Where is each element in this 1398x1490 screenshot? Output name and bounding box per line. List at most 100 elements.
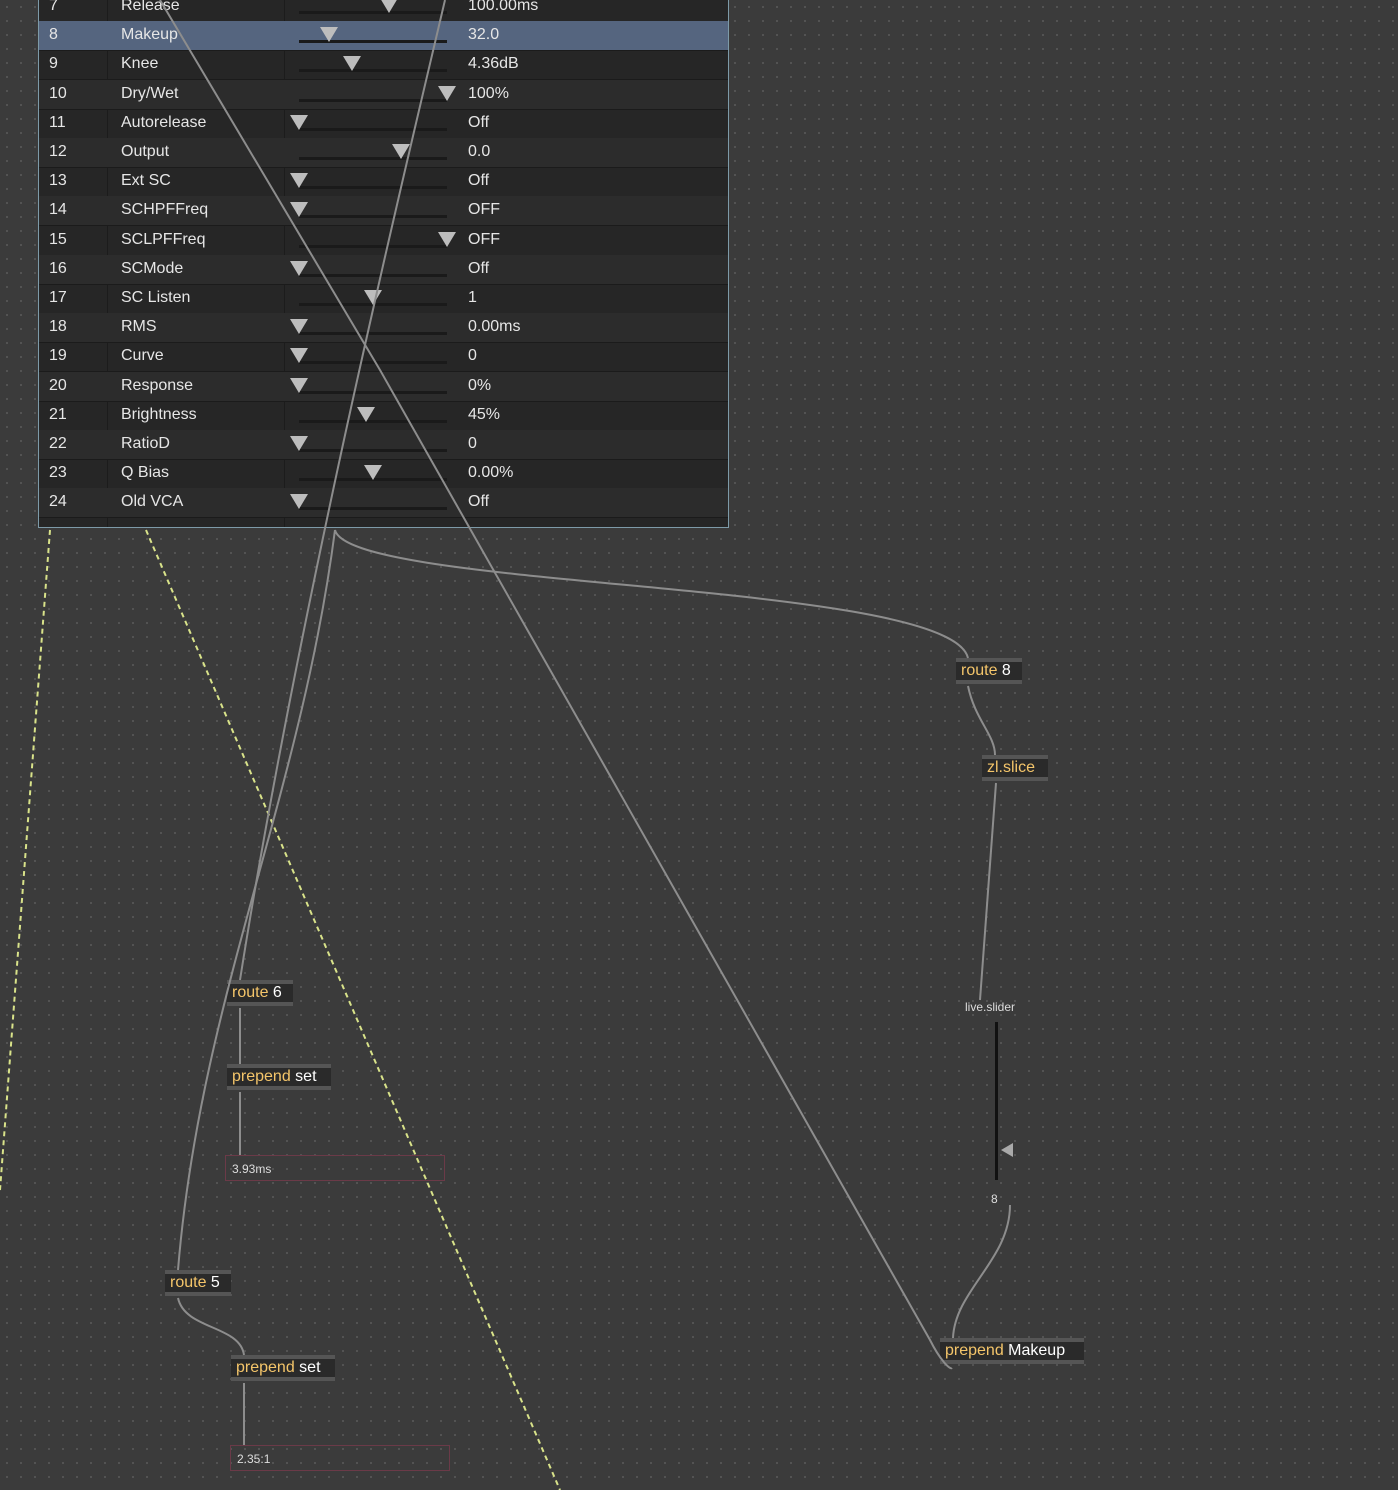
- slider-thumb: [290, 319, 308, 335]
- slider-track: [299, 273, 447, 277]
- object-args: set: [299, 1359, 321, 1376]
- row-number: 13: [49, 172, 67, 190]
- slider-thumb: [392, 144, 411, 159]
- table-row[interactable]: 15 SCLPFFreq OFF: [39, 226, 728, 256]
- slider-track: [299, 507, 447, 511]
- object-name: prepend: [945, 1342, 1004, 1359]
- slider-track: [299, 449, 447, 452]
- slider-track: [299, 98, 447, 102]
- message-box[interactable]: 2.35:1: [230, 1445, 450, 1471]
- slider-thumb: [290, 173, 308, 189]
- table-row[interactable]: 12 Output 0.0: [39, 138, 728, 168]
- row-number: 17: [49, 289, 67, 306]
- message-text: 3.93ms: [232, 1162, 272, 1176]
- param-value: OFF: [468, 230, 500, 248]
- slider-thumb: [290, 114, 308, 130]
- row-number: 10: [49, 84, 67, 102]
- slider-thumb: [290, 202, 308, 218]
- patch-cord: [979, 782, 997, 1001]
- slider-thumb: [290, 436, 308, 451]
- table-row[interactable]: 14 SCHPFFreq OFF: [39, 196, 728, 227]
- table-row[interactable]: 18 RMS 0.00ms: [39, 313, 728, 344]
- object-args: set: [295, 1068, 317, 1085]
- row-number: 12: [49, 143, 67, 160]
- object-box[interactable]: prepend set: [227, 1064, 331, 1090]
- slider-label: live.slider: [965, 1000, 1016, 1014]
- message-text: 2.35:1: [237, 1452, 271, 1466]
- message-box[interactable]: 3.93ms: [225, 1155, 445, 1181]
- patch-cord: [177, 1297, 245, 1356]
- param-value: 1: [468, 289, 477, 306]
- slider-thumb: [438, 231, 456, 247]
- param-value: 0: [468, 435, 477, 452]
- param-name: SCLPFFreq: [121, 230, 206, 248]
- slider-track: [299, 244, 447, 248]
- slider-thumb: [290, 377, 308, 393]
- parameter-table[interactable]: 7 Release 100.00ms 8 Makeup 32.0 9 Knee 4.36dB 10…: [38, 0, 729, 528]
- row-number: 11: [49, 113, 66, 131]
- param-value: 0.00ms: [468, 318, 521, 336]
- table-row[interactable]: 11 Autorelease Off: [39, 109, 728, 139]
- table-row[interactable]: 23 Q Bias 0.00%: [39, 459, 728, 490]
- param-name: Brightness: [121, 405, 197, 423]
- slider-track: [299, 69, 447, 73]
- object-box[interactable]: prepend set: [231, 1355, 335, 1381]
- patch-cord: [952, 1204, 1011, 1339]
- slider-thumb: [380, 0, 399, 13]
- param-name: RatioD: [121, 435, 170, 452]
- param-name: RMS: [121, 318, 157, 336]
- patch-cord: [334, 529, 969, 659]
- table-row[interactable]: 10 Dry/Wet 100%: [39, 79, 728, 110]
- object-args: Makeup: [1008, 1342, 1066, 1359]
- object-args: 6: [272, 984, 282, 1001]
- row-number: 23: [49, 464, 67, 482]
- param-value: Off: [468, 259, 490, 277]
- slider-thumb: [1001, 1143, 1013, 1157]
- table-row[interactable]: 16 SCMode Off: [39, 254, 728, 285]
- param-value: 0%: [468, 376, 492, 394]
- slider-thumb: [356, 406, 375, 422]
- object-box[interactable]: zl.slice: [982, 755, 1048, 781]
- table-row[interactable]: 21 Brightness 45%: [39, 401, 728, 431]
- slider-thumb: [438, 85, 456, 101]
- param-value: 0.0: [468, 143, 491, 160]
- param-name: SCHPFFreq: [121, 201, 209, 219]
- object-name: route: [961, 662, 998, 679]
- object-box[interactable]: prepend Makeup: [940, 1338, 1084, 1364]
- table-row[interactable]: 19 Curve 0: [39, 342, 728, 373]
- param-name: Q Bias: [121, 464, 170, 482]
- table-row[interactable]: 17 SC Listen 1: [39, 284, 728, 314]
- param-value: Off: [468, 113, 490, 131]
- object-box[interactable]: route 6: [227, 980, 293, 1006]
- param-name: Curve: [121, 347, 164, 365]
- object-name: zl.slice: [987, 759, 1036, 776]
- param-name: Release: [121, 0, 180, 14]
- table-row[interactable]: 8 Makeup 32.0: [39, 21, 728, 52]
- param-name: Dry/Wet: [121, 84, 179, 102]
- slider-thumb: [319, 27, 338, 43]
- table-row[interactable]: 20 Response 0%: [39, 371, 728, 402]
- param-value: 45%: [468, 405, 501, 423]
- param-value: OFF: [468, 201, 500, 219]
- object-args: 8: [1001, 662, 1011, 679]
- table-row[interactable]: 9 Knee 4.36dB: [39, 50, 728, 81]
- param-name: Autorelease: [121, 113, 207, 131]
- table-row[interactable]: 13 Ext SC Off: [39, 167, 728, 198]
- object-box[interactable]: route 5: [165, 1270, 231, 1296]
- table-row[interactable]: 22 RatioD 0: [39, 430, 728, 460]
- slider-track: [299, 390, 447, 394]
- row-number: 16: [49, 259, 67, 277]
- slider-track: [299, 215, 447, 219]
- object-args: 5: [210, 1274, 220, 1291]
- table-row[interactable]: 24 Old VCA Off: [39, 488, 728, 519]
- signal-cord: [0, 529, 51, 1191]
- slider-track[interactable]: [995, 1022, 998, 1180]
- slider-track: [299, 157, 447, 160]
- param-value: Off: [468, 493, 490, 511]
- slider-track: [299, 11, 447, 14]
- row-number: 8: [49, 26, 58, 44]
- slider-thumb: [364, 465, 382, 481]
- object-box[interactable]: route 8: [956, 658, 1022, 684]
- table-row[interactable]: 7 Release 100.00ms: [39, 0, 728, 22]
